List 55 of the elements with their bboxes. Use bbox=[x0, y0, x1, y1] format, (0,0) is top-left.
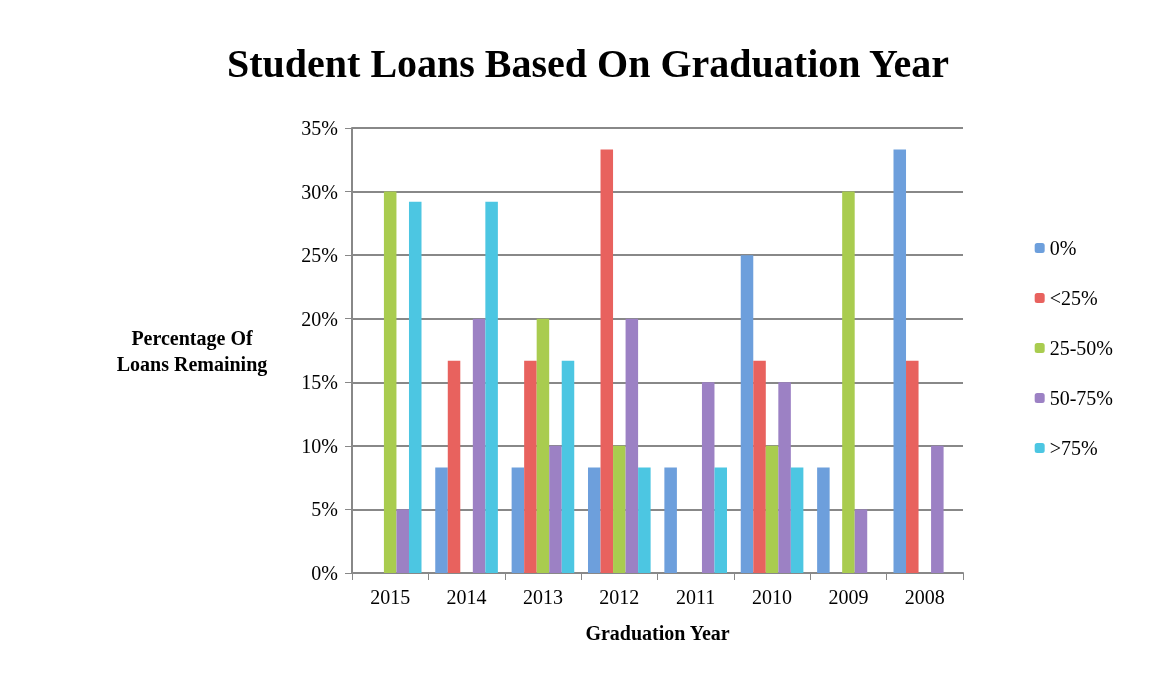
chart-title: Student Loans Based On Graduation Year bbox=[227, 40, 949, 86]
bar bbox=[714, 467, 727, 573]
y-tick-label: 25% bbox=[301, 244, 338, 267]
bar bbox=[485, 201, 498, 573]
bar bbox=[524, 360, 537, 573]
y-tick-label: 20% bbox=[301, 307, 338, 330]
bar bbox=[701, 382, 715, 573]
x-tick-label: 2008 bbox=[904, 586, 945, 608]
bar bbox=[549, 445, 562, 573]
y-tick-label: 35% bbox=[301, 117, 338, 139]
bar bbox=[664, 467, 677, 573]
legend-label: 0% bbox=[1049, 237, 1077, 259]
bar bbox=[588, 467, 601, 573]
x-tick-label: 2009 bbox=[828, 586, 869, 608]
bar bbox=[472, 318, 486, 573]
y-tick-label: 5% bbox=[311, 498, 338, 521]
bar bbox=[778, 382, 791, 573]
bar bbox=[447, 360, 461, 573]
legend-label: 25-50% bbox=[1049, 337, 1114, 359]
bar bbox=[408, 201, 422, 573]
y-tick-label: 10% bbox=[301, 434, 338, 457]
y-tick-label: 0% bbox=[311, 562, 338, 584]
bar bbox=[740, 255, 754, 573]
bar bbox=[383, 191, 397, 573]
legend-label: 50-75% bbox=[1049, 387, 1114, 409]
bar bbox=[790, 467, 804, 573]
bar bbox=[893, 149, 907, 573]
bar bbox=[817, 467, 830, 573]
bar bbox=[638, 467, 651, 573]
bar bbox=[753, 360, 766, 573]
bar bbox=[536, 318, 550, 573]
legend-label: <25% bbox=[1049, 287, 1098, 309]
bar bbox=[511, 467, 525, 573]
bar bbox=[625, 318, 639, 573]
x-tick-label: 2012 bbox=[599, 586, 640, 608]
bar bbox=[854, 509, 868, 573]
bar bbox=[396, 509, 409, 573]
x-tick-label: 2011 bbox=[676, 586, 716, 608]
legend-label: >75% bbox=[1049, 437, 1098, 459]
bar bbox=[765, 445, 779, 573]
bar bbox=[600, 149, 614, 573]
x-tick-label: 2015 bbox=[370, 586, 411, 608]
y-tick-label: 30% bbox=[301, 180, 338, 203]
bar bbox=[842, 191, 855, 573]
x-tick-label: 2014 bbox=[446, 586, 487, 608]
x-tick-label: 2010 bbox=[752, 586, 793, 608]
y-axis-title: Percentage Of Loans Remaining bbox=[116, 326, 268, 376]
bar bbox=[435, 467, 448, 573]
bar bbox=[613, 445, 626, 573]
bar bbox=[931, 445, 944, 573]
x-tick-label: 2013 bbox=[522, 586, 563, 608]
x-axis-title: Graduation Year bbox=[585, 622, 730, 644]
bar bbox=[906, 360, 919, 573]
bar bbox=[561, 360, 575, 573]
y-tick-label: 15% bbox=[301, 371, 338, 394]
